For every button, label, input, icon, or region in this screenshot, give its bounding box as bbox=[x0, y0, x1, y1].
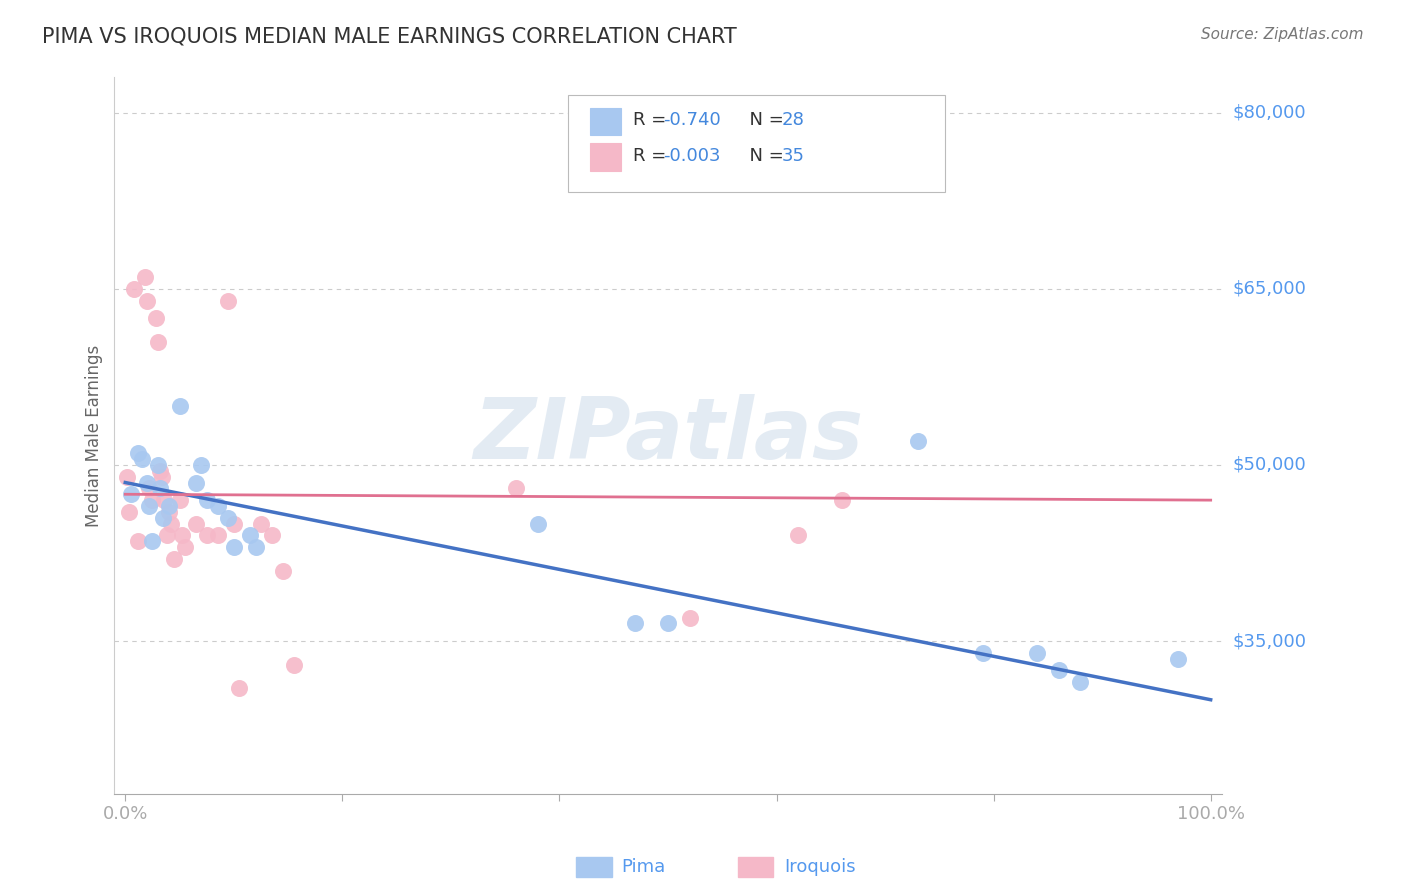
Point bbox=[160, 516, 183, 531]
Text: R =: R = bbox=[633, 112, 672, 129]
Point bbox=[1069, 675, 1091, 690]
Point bbox=[141, 493, 163, 508]
Text: $65,000: $65,000 bbox=[1233, 280, 1306, 298]
Point bbox=[245, 540, 267, 554]
Point bbox=[657, 616, 679, 631]
Text: Source: ZipAtlas.com: Source: ZipAtlas.com bbox=[1201, 27, 1364, 42]
Point bbox=[146, 334, 169, 349]
Point bbox=[250, 516, 273, 531]
Point bbox=[117, 469, 139, 483]
Point bbox=[149, 464, 172, 478]
Point bbox=[222, 516, 245, 531]
FancyBboxPatch shape bbox=[591, 144, 621, 170]
Text: PIMA VS IROQUOIS MEDIAN MALE EARNINGS CORRELATION CHART: PIMA VS IROQUOIS MEDIAN MALE EARNINGS CO… bbox=[42, 27, 737, 46]
Point bbox=[131, 452, 153, 467]
Text: 28: 28 bbox=[782, 112, 804, 129]
FancyBboxPatch shape bbox=[591, 108, 621, 135]
Point bbox=[907, 434, 929, 449]
Text: $50,000: $50,000 bbox=[1233, 456, 1306, 474]
Point bbox=[222, 540, 245, 554]
Point bbox=[1047, 664, 1070, 678]
Point bbox=[155, 528, 177, 542]
Text: 35: 35 bbox=[782, 147, 806, 165]
Point bbox=[122, 282, 145, 296]
Point bbox=[153, 493, 176, 508]
Point bbox=[787, 528, 810, 542]
Point bbox=[207, 499, 229, 513]
Point bbox=[283, 657, 305, 672]
Text: $80,000: $80,000 bbox=[1233, 103, 1306, 121]
Point bbox=[170, 528, 193, 542]
Point bbox=[163, 552, 186, 566]
Point bbox=[972, 646, 994, 660]
Text: R =: R = bbox=[633, 147, 672, 165]
Point bbox=[831, 493, 853, 508]
Point bbox=[271, 564, 294, 578]
Point bbox=[150, 469, 173, 483]
Point bbox=[260, 528, 283, 542]
Point bbox=[184, 475, 207, 490]
Point bbox=[145, 311, 167, 326]
Text: -0.740: -0.740 bbox=[664, 112, 721, 129]
Point bbox=[136, 293, 159, 308]
Point bbox=[169, 493, 191, 508]
Point bbox=[149, 482, 172, 496]
Point bbox=[581, 159, 603, 173]
Point bbox=[157, 505, 180, 519]
Point bbox=[157, 499, 180, 513]
Point bbox=[239, 528, 262, 542]
Point bbox=[152, 510, 174, 524]
Point bbox=[207, 528, 229, 542]
Point bbox=[127, 534, 149, 549]
Point bbox=[117, 505, 139, 519]
Point bbox=[141, 534, 163, 549]
Point bbox=[195, 528, 218, 542]
Point bbox=[679, 610, 702, 624]
FancyBboxPatch shape bbox=[568, 95, 945, 192]
Point bbox=[526, 516, 548, 531]
Text: Iroquois: Iroquois bbox=[785, 858, 856, 876]
Point bbox=[1167, 651, 1189, 665]
Point bbox=[505, 482, 527, 496]
Text: $35,000: $35,000 bbox=[1233, 632, 1306, 650]
Point bbox=[138, 482, 160, 496]
Text: N =: N = bbox=[738, 147, 789, 165]
Text: N =: N = bbox=[738, 112, 789, 129]
Point bbox=[228, 681, 250, 695]
Text: -0.003: -0.003 bbox=[664, 147, 721, 165]
Point bbox=[146, 458, 169, 472]
Point bbox=[169, 399, 191, 413]
Point bbox=[190, 458, 212, 472]
Point bbox=[127, 446, 149, 460]
Point bbox=[195, 493, 218, 508]
Point bbox=[134, 270, 156, 285]
Point bbox=[217, 293, 239, 308]
Text: ZIPatlas: ZIPatlas bbox=[472, 394, 863, 477]
Point bbox=[217, 510, 239, 524]
Point bbox=[1026, 646, 1049, 660]
Point bbox=[136, 475, 159, 490]
Point bbox=[624, 616, 647, 631]
Point bbox=[138, 499, 160, 513]
Text: Pima: Pima bbox=[621, 858, 665, 876]
Point bbox=[174, 540, 197, 554]
Point bbox=[184, 516, 207, 531]
Point bbox=[120, 487, 142, 501]
Y-axis label: Median Male Earnings: Median Male Earnings bbox=[86, 344, 103, 526]
